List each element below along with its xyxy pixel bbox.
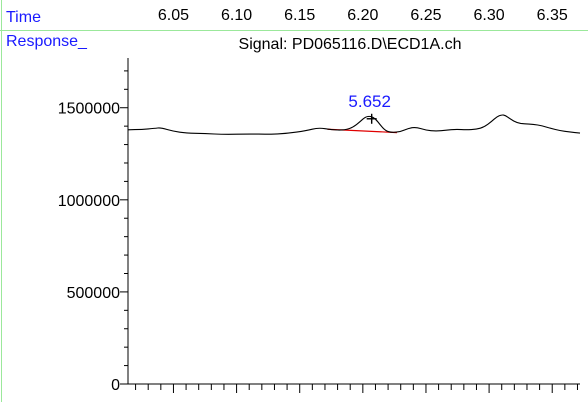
signal-title: Signal: PD065116.D\ECD1A.ch <box>239 36 462 53</box>
y-tick-label: 1500000 <box>58 101 120 118</box>
x-ticks <box>135 384 578 393</box>
x-tick-label: 6.25 <box>410 7 441 24</box>
y-tick-label: 1000000 <box>58 193 120 210</box>
x-tick-labels: 6.05 6.10 6.15 6.20 6.25 6.30 6.35 <box>158 7 568 24</box>
y-tick-labels: 0 500000 1000000 1500000 <box>58 101 120 394</box>
y-tick-label: 500000 <box>67 285 120 302</box>
peak-label: 5.652 <box>348 92 391 111</box>
x-tick-label: 6.10 <box>221 7 252 24</box>
x-tick-label: 6.35 <box>537 7 568 24</box>
y-axis-name: Response_ <box>6 33 88 50</box>
x-tick-label: 6.30 <box>474 7 505 24</box>
x-tick-label: 6.05 <box>158 7 189 24</box>
signal-trace <box>127 114 581 135</box>
x-tick-label: 6.15 <box>284 7 315 24</box>
y-ticks <box>120 70 128 385</box>
x-axis-name: Time <box>6 9 41 26</box>
y-tick-label: 0 <box>111 377 120 394</box>
peak-marker <box>366 113 377 124</box>
x-tick-label: 6.20 <box>347 7 378 24</box>
